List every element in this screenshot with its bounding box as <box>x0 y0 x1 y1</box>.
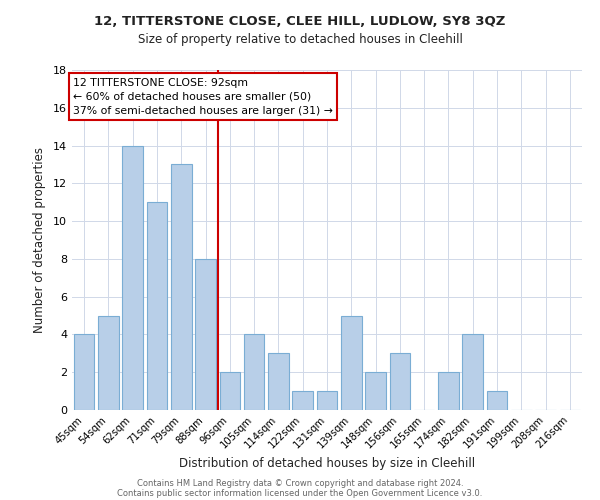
Bar <box>292 391 313 410</box>
Bar <box>195 259 216 410</box>
Text: Contains public sector information licensed under the Open Government Licence v3: Contains public sector information licen… <box>118 488 482 498</box>
Text: Contains HM Land Registry data © Crown copyright and database right 2024.: Contains HM Land Registry data © Crown c… <box>137 478 463 488</box>
Bar <box>438 372 459 410</box>
Bar <box>268 354 289 410</box>
Bar <box>365 372 386 410</box>
Bar <box>74 334 94 410</box>
Text: 12, TITTERSTONE CLOSE, CLEE HILL, LUDLOW, SY8 3QZ: 12, TITTERSTONE CLOSE, CLEE HILL, LUDLOW… <box>94 15 506 28</box>
Bar <box>122 146 143 410</box>
Text: Size of property relative to detached houses in Cleehill: Size of property relative to detached ho… <box>137 32 463 46</box>
Bar <box>244 334 265 410</box>
Bar <box>487 391 508 410</box>
Y-axis label: Number of detached properties: Number of detached properties <box>33 147 46 333</box>
Bar <box>220 372 240 410</box>
Bar <box>463 334 483 410</box>
Bar <box>171 164 191 410</box>
X-axis label: Distribution of detached houses by size in Cleehill: Distribution of detached houses by size … <box>179 458 475 470</box>
Bar <box>98 316 119 410</box>
Bar <box>389 354 410 410</box>
Text: 12 TITTERSTONE CLOSE: 92sqm
← 60% of detached houses are smaller (50)
37% of sem: 12 TITTERSTONE CLOSE: 92sqm ← 60% of det… <box>73 78 333 116</box>
Bar <box>341 316 362 410</box>
Bar <box>146 202 167 410</box>
Bar <box>317 391 337 410</box>
